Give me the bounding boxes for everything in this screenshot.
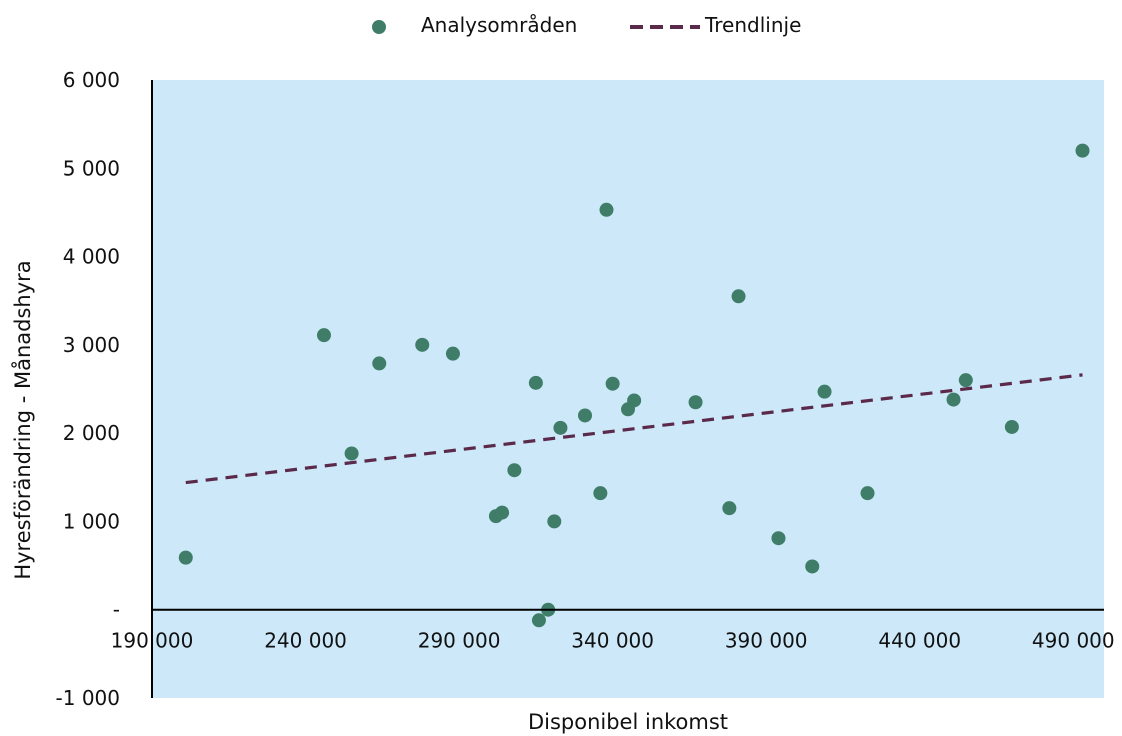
y-tick-label: -	[113, 598, 120, 622]
y-tick-label: 1 000	[63, 509, 120, 533]
data-point	[593, 486, 608, 501]
data-point	[547, 514, 562, 529]
data-point	[627, 393, 642, 408]
axes-layer	[151, 80, 1104, 698]
data-point	[445, 346, 460, 361]
data-points-layer	[178, 143, 1090, 628]
data-point	[771, 531, 786, 546]
data-point	[178, 550, 193, 565]
y-tick-label: 4 000	[63, 245, 120, 269]
x-tick-labels: 190 000 240 000 290 000 340 000 390 000 440 0…	[111, 629, 1115, 653]
data-point	[722, 501, 737, 516]
legend-label-trendlinje: Trendlinje	[704, 13, 801, 37]
trendline	[185, 373, 1083, 485]
data-point	[605, 376, 620, 391]
x-axis-title: Disponibel inkomst	[528, 710, 728, 734]
data-point	[316, 328, 331, 343]
x-tick-label: 390 000	[725, 629, 808, 653]
x-tick-label: 290 000	[418, 629, 501, 653]
data-point	[531, 613, 546, 628]
data-point	[344, 446, 359, 461]
data-point	[495, 505, 510, 520]
data-point	[860, 486, 875, 501]
data-point	[1004, 419, 1019, 434]
data-point	[946, 392, 961, 407]
data-point	[415, 337, 430, 352]
legend-marker-analysomraden	[372, 20, 386, 34]
y-tick-label: 6 000	[63, 68, 120, 92]
y-tick-label: 5 000	[63, 156, 120, 180]
data-point	[599, 202, 614, 217]
legend: Analysområden Trendlinje	[372, 13, 801, 37]
data-point	[553, 420, 568, 435]
data-point	[1075, 143, 1090, 158]
x-tick-label: 340 000	[571, 629, 654, 653]
x-tick-label: 240 000	[264, 629, 347, 653]
data-point	[731, 289, 746, 304]
x-tick-label: 490 000	[1032, 629, 1115, 653]
y-tick-label: -1 000	[56, 686, 120, 710]
data-point	[958, 373, 973, 388]
data-point	[507, 463, 522, 478]
data-point	[578, 408, 593, 423]
x-tick-label: 190 000	[111, 629, 194, 653]
y-axis-title: Hyresförändring - Månadshyra	[10, 260, 35, 579]
trendline-layer	[185, 373, 1083, 485]
plot-background	[152, 80, 1104, 698]
data-point	[372, 356, 387, 371]
data-point	[805, 559, 820, 574]
data-point	[688, 395, 703, 410]
data-point	[528, 375, 543, 390]
y-tick-label: 3 000	[63, 333, 120, 357]
legend-label-analysomraden: Analysområden	[421, 13, 577, 37]
y-tick-label: 2 000	[63, 421, 120, 445]
data-point	[817, 384, 832, 399]
x-tick-label: 440 000	[878, 629, 961, 653]
